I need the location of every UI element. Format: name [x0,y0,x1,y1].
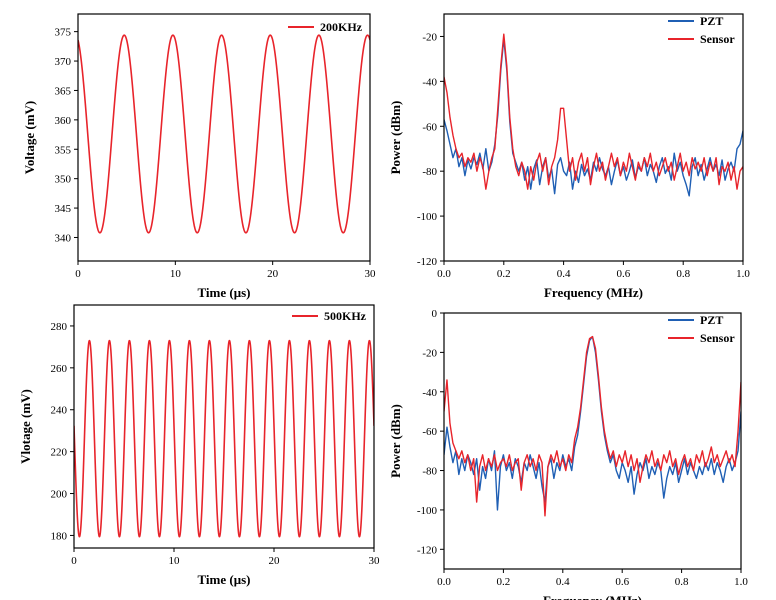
series-line-200khz [78,34,370,234]
x-tick-label: 0.2 [497,268,511,280]
axes-frame [443,312,742,570]
legend-label: 200KHz [320,20,363,34]
plot-area [78,34,370,234]
x-axis-title: Frequency (MHz) [544,285,643,300]
series-line-sensor [444,33,743,190]
x-tick-label: 10 [170,268,182,280]
x-axis-title: Frequency (MHz) [543,593,642,600]
x-tick-label: 0.0 [437,576,451,588]
axes-frame [77,13,371,262]
y-tick-label: 360 [55,115,72,127]
y-tick-label: 350 [55,174,72,186]
y-tick-label: 355 [55,144,72,156]
x-tick-label: 1.0 [734,576,748,588]
panel-top-right-power-spectrum: 0.0 0.2 0.4 0.6 0.8 1.0 -120 -100 -80 -60 -40 -20 Fr… [388,13,750,300]
series-line-500khz [74,339,374,538]
plot-area [74,339,374,538]
legend-label: Sensor [700,32,735,46]
y-tick-label: -40 [422,76,437,88]
y-tick-label: 345 [55,203,72,215]
legend-label: PZT [700,14,723,28]
x-tick-label: 0 [71,555,77,567]
y-tick-label: 180 [51,530,68,542]
x-tick-label: 1.0 [736,268,750,280]
legend-label: PZT [700,313,723,327]
y-axis-title: Vlotage (mV) [18,389,33,464]
y-tick-label: -80 [422,466,437,478]
y-tick-label: -20 [422,347,437,359]
x-tick-label: 0.8 [675,576,689,588]
y-tick-label: 280 [51,321,68,333]
x-axis-title: Time (μs) [198,285,251,300]
x-tick-label: 0.8 [676,268,690,280]
series-line-sensor [444,335,741,517]
y-tick-label: -120 [417,544,438,556]
y-tick-label: 200 [51,489,68,501]
axes-frame [443,13,744,262]
y-tick-label: -120 [417,256,438,268]
y-tick-label: 375 [55,27,72,39]
y-tick-label: -60 [422,426,437,438]
x-tick-label: 0.0 [437,268,451,280]
x-tick-label: 20 [269,555,281,567]
x-tick-label: 0 [75,268,81,280]
panel-bottom-left-voltage-500khz: 0 10 20 30 180 200 220 240 260 280 Time (μs) Vlotag… [18,304,381,587]
y-tick-label: 220 [51,447,68,459]
y-tick-label: -20 [422,31,437,43]
panel-top-left-voltage-200khz: 0 10 20 30 340 345 350 355 360 365 370 375 Time (μs)… [22,13,377,300]
y-tick-label: -40 [422,387,437,399]
x-tick-label: 0.6 [615,576,629,588]
y-tick-label: 340 [55,232,72,244]
x-tick-label: 30 [369,555,381,567]
y-tick-label: 0 [432,308,438,320]
y-tick-label: -60 [422,121,437,133]
y-tick-label: -100 [417,211,438,223]
y-axis-title: Power (dBm) [388,404,403,478]
y-tick-label: 260 [51,363,68,375]
x-tick-label: 20 [267,268,279,280]
plot-area [444,33,743,197]
x-tick-label: 0.4 [556,576,570,588]
y-tick-label: -80 [422,166,437,178]
plot-area [444,335,741,517]
y-tick-label: 240 [51,405,68,417]
y-tick-label: 365 [55,85,72,97]
x-tick-label: 30 [365,268,377,280]
y-tick-label: 370 [55,56,72,68]
series-line-pzt [444,335,741,511]
x-tick-label: 10 [169,555,181,567]
y-tick-label: -100 [417,505,438,517]
panel-bottom-right-power-spectrum: 0.0 0.2 0.4 0.6 0.8 1.0 -120 -100 -80 -60 -40 -20 0 F… [388,308,748,600]
legend-label: 500KHz [324,309,367,323]
axes-frame [73,304,375,549]
y-axis-title: Voltage (mV) [22,101,37,175]
x-tick-label: 0.2 [497,576,511,588]
x-axis-title: Time (μs) [198,572,251,587]
x-tick-label: 0.6 [617,268,631,280]
y-axis-title: Power (dBm) [388,101,403,175]
x-tick-label: 0.4 [557,268,571,280]
legend-label: Sensor [700,331,735,345]
